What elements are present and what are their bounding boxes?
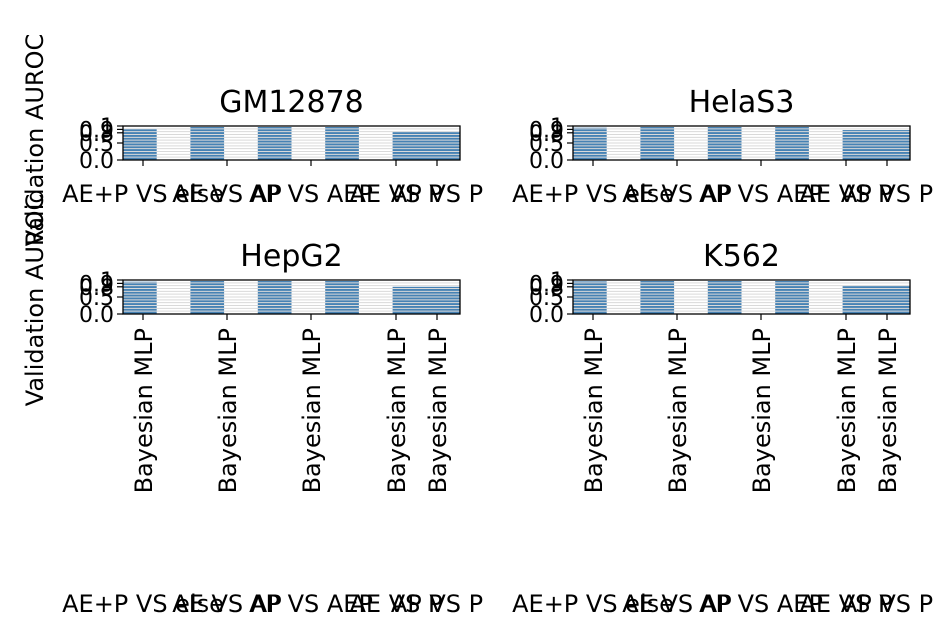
x-tick-label: AE VS AP: [172, 180, 281, 208]
bar-GM12878-0: [123, 128, 157, 160]
y-tick-label: 1: [100, 269, 114, 294]
x-tick-label: AP VS AEP: [699, 180, 823, 208]
y-tick-label: 0.5: [529, 132, 564, 157]
panel-title: HepG2: [240, 239, 342, 274]
x-tick-label: AE VS P: [800, 180, 893, 208]
y-tick-label: 0.5: [529, 286, 564, 311]
y-tick-label: 0.9: [529, 272, 564, 297]
x-tick-label: Bayesian MLP: [874, 328, 902, 493]
x-tick-label: Bayesian MLP: [214, 328, 242, 493]
y-axis-label: Validation AUROC: [21, 34, 49, 246]
x-tick-label: AP VS P: [391, 180, 483, 208]
gridlines: [123, 128, 910, 312]
y-tick-label: 0.0: [79, 303, 114, 328]
bar-HelaS3-0: [573, 127, 607, 160]
y-tick-label: 1: [550, 269, 564, 294]
bottom-label: AP VS P: [391, 590, 483, 618]
panel-title: K562: [703, 239, 780, 274]
y-tick-label: 0.9: [79, 272, 114, 297]
bottom-label: AE VS AP: [622, 590, 731, 618]
bottom-label: AP VS AEP: [699, 590, 823, 618]
y-tick-label: 0.0: [529, 303, 564, 328]
x-tick-label: Bayesian MLP: [298, 328, 326, 493]
x-tick-label: Bayesian MLP: [664, 328, 692, 493]
bottom-label: AP VS P: [841, 590, 933, 618]
y-tick-label: 0.8: [79, 276, 114, 301]
y-tick-label: 1: [550, 115, 564, 140]
y-tick-label: 1: [100, 115, 114, 140]
bottom-label: AE+P VS else: [62, 590, 224, 618]
panel-title: GM12878: [219, 85, 364, 120]
x-tick-label: AE VS AP: [622, 180, 731, 208]
bar-HepG2-0: [123, 281, 157, 314]
bottom-label: AP VS AEP: [249, 590, 373, 618]
x-tick-label: Bayesian MLP: [130, 328, 158, 493]
panel-title: HelaS3: [689, 85, 795, 120]
y-axis-label: Validation AUROC: [21, 194, 49, 406]
x-tick-label: AE+P VS else: [62, 180, 224, 208]
x-tick-label: Bayesian MLP: [580, 328, 608, 493]
x-tick-label: AP VS AEP: [249, 180, 373, 208]
y-tick-label: 0.8: [79, 122, 114, 147]
x-tick-label: AE VS P: [350, 180, 443, 208]
bar-K562-0: [573, 281, 607, 314]
y-tick-label: 0.9: [529, 118, 564, 143]
bottom-label: AE VS AP: [172, 590, 281, 618]
x-tick-label: Bayesian MLP: [383, 328, 411, 493]
x-tick-label: Bayesian MLP: [748, 328, 776, 493]
bottom-label: AE VS P: [350, 590, 443, 618]
x-tick-label: Bayesian MLP: [424, 328, 452, 493]
bottom-label: AE+P VS else: [512, 590, 674, 618]
x-tick-label: AP VS P: [841, 180, 933, 208]
y-tick-label: 0.8: [529, 122, 564, 147]
bar-HelaS3-4: [842, 130, 910, 160]
bottom-label: AE VS P: [800, 590, 893, 618]
y-tick-label: 0.0: [529, 149, 564, 174]
x-tick-label: Bayesian MLP: [833, 328, 861, 493]
y-tick-label: 0.8: [529, 276, 564, 301]
y-tick-label: 0.9: [79, 118, 114, 143]
axes: [117, 125, 911, 320]
y-tick-label: 0.5: [79, 132, 114, 157]
y-tick-label: 0.0: [79, 149, 114, 174]
x-tick-label: AE+P VS else: [512, 180, 674, 208]
y-tick-label: 0.5: [79, 286, 114, 311]
